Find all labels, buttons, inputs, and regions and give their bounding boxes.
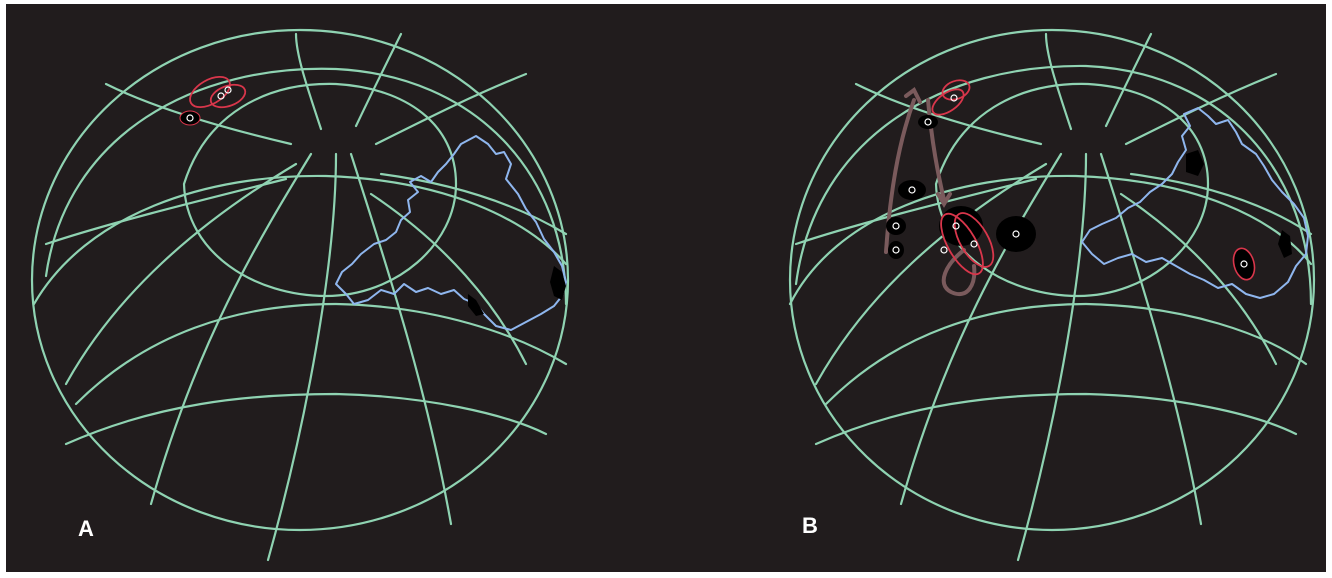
graticule-b bbox=[788, 28, 1316, 562]
coastline-outline-a bbox=[335, 135, 567, 331]
pole-patch-b bbox=[1186, 150, 1204, 176]
migration-arrows bbox=[884, 86, 977, 296]
graticule-a bbox=[30, 28, 570, 562]
pole-cluster-a bbox=[179, 75, 247, 126]
panel-label-b: B bbox=[802, 513, 818, 538]
globe-panel-a bbox=[30, 28, 570, 562]
paleomagnetic-globe-figure: A B bbox=[6, 4, 1326, 572]
pole-patch-a bbox=[550, 266, 566, 300]
pole-patch-a2 bbox=[468, 294, 484, 316]
panel-label-a: A bbox=[78, 516, 94, 541]
pole-patch-b2 bbox=[1278, 230, 1292, 258]
globe-panel-b bbox=[788, 28, 1316, 562]
pole-cluster-b bbox=[886, 79, 1256, 281]
coastline-outline-b bbox=[1081, 107, 1309, 299]
